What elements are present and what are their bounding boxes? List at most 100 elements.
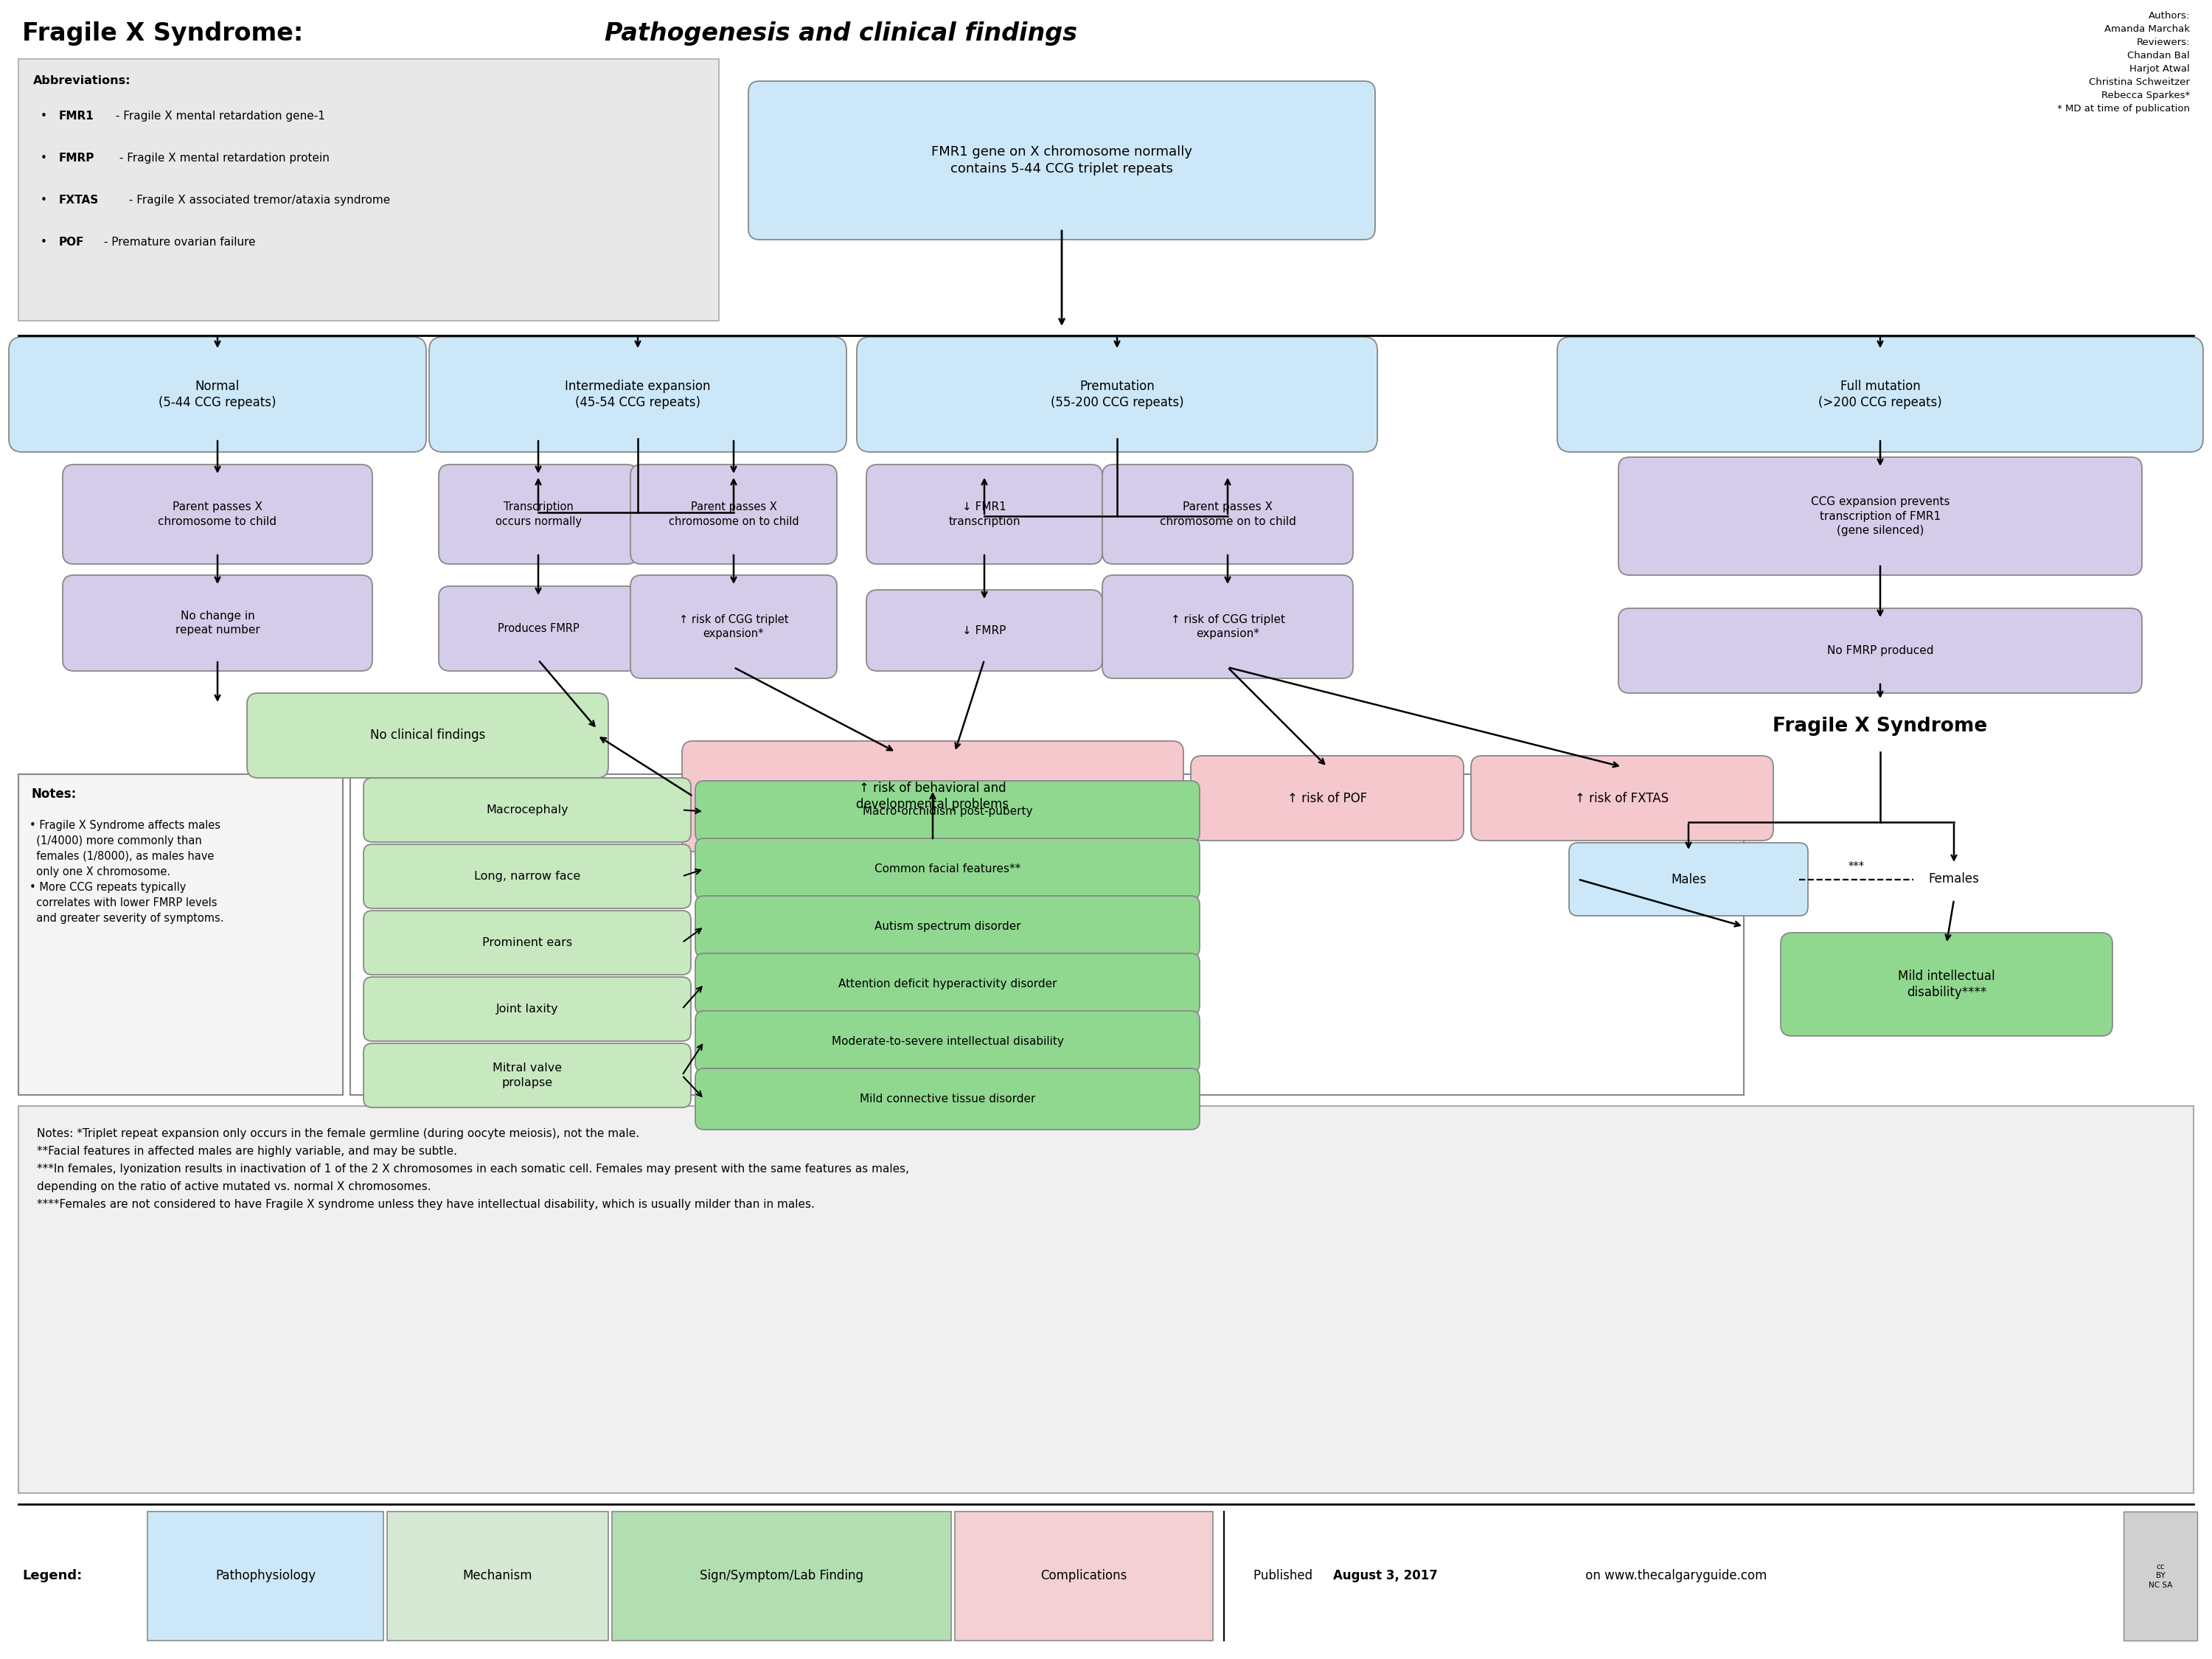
FancyBboxPatch shape [867, 591, 1102, 670]
FancyBboxPatch shape [1471, 757, 1774, 841]
Text: •: • [40, 111, 46, 121]
Text: Mild connective tissue disorder: Mild connective tissue disorder [860, 1093, 1035, 1105]
FancyBboxPatch shape [695, 896, 1199, 957]
FancyBboxPatch shape [1190, 757, 1464, 841]
FancyBboxPatch shape [62, 465, 372, 564]
Text: •: • [40, 194, 46, 206]
FancyBboxPatch shape [363, 977, 690, 1042]
Text: No FMRP produced: No FMRP produced [1827, 645, 1933, 657]
Text: Parent passes X
chromosome on to child: Parent passes X chromosome on to child [668, 501, 799, 528]
Text: Abbreviations:: Abbreviations: [33, 75, 131, 86]
Text: No change in
repeat number: No change in repeat number [175, 611, 259, 635]
FancyBboxPatch shape [1781, 932, 2112, 1035]
Text: POF: POF [60, 237, 84, 247]
Text: Premutation
(55-200 CCG repeats): Premutation (55-200 CCG repeats) [1051, 380, 1183, 410]
Text: FXTAS: FXTAS [60, 194, 100, 206]
Text: Females: Females [1929, 873, 1980, 886]
FancyBboxPatch shape [1102, 576, 1354, 679]
FancyBboxPatch shape [1568, 843, 1807, 916]
Text: Joint laxity: Joint laxity [495, 1004, 557, 1015]
Text: ↑ risk of POF: ↑ risk of POF [1287, 791, 1367, 805]
Text: No clinical findings: No clinical findings [369, 728, 484, 742]
FancyBboxPatch shape [363, 1044, 690, 1108]
FancyBboxPatch shape [630, 465, 836, 564]
FancyBboxPatch shape [1557, 337, 2203, 451]
FancyBboxPatch shape [1619, 458, 2141, 576]
Text: ↑ risk of CGG triplet
expansion*: ↑ risk of CGG triplet expansion* [679, 614, 787, 639]
Text: ↓ FMRP: ↓ FMRP [962, 625, 1006, 635]
FancyBboxPatch shape [363, 844, 690, 909]
Text: Notes:: Notes: [31, 788, 77, 801]
FancyBboxPatch shape [62, 576, 372, 670]
Text: Attention deficit hyperactivity disorder: Attention deficit hyperactivity disorder [838, 979, 1057, 989]
FancyBboxPatch shape [695, 838, 1199, 899]
Text: ↑ risk of CGG triplet
expansion*: ↑ risk of CGG triplet expansion* [1170, 614, 1285, 639]
FancyBboxPatch shape [18, 60, 719, 320]
Text: - Fragile X associated tremor/ataxia syndrome: - Fragile X associated tremor/ataxia syn… [126, 194, 389, 206]
Text: FMR1: FMR1 [60, 111, 95, 121]
FancyBboxPatch shape [695, 1068, 1199, 1130]
Text: Mild intellectual
disability****: Mild intellectual disability**** [1898, 969, 1995, 999]
FancyBboxPatch shape [867, 465, 1102, 564]
Text: ***: *** [1847, 861, 1865, 873]
Text: ↑ risk of FXTAS: ↑ risk of FXTAS [1575, 791, 1670, 805]
FancyBboxPatch shape [956, 1511, 1212, 1641]
Text: Sign/Symptom/Lab Finding: Sign/Symptom/Lab Finding [699, 1569, 863, 1583]
Text: Complications: Complications [1040, 1569, 1128, 1583]
Text: Autism spectrum disorder: Autism spectrum disorder [874, 921, 1020, 932]
FancyBboxPatch shape [18, 775, 343, 1095]
Text: CCG expansion prevents
transcription of FMR1
(gene silenced): CCG expansion prevents transcription of … [1812, 496, 1949, 536]
Text: • Fragile X Syndrome affects males
  (1/4000) more commonly than
  females (1/80: • Fragile X Syndrome affects males (1/40… [29, 820, 223, 924]
Text: Full mutation
(>200 CCG repeats): Full mutation (>200 CCG repeats) [1818, 380, 1942, 410]
Text: Intermediate expansion
(45-54 CCG repeats): Intermediate expansion (45-54 CCG repeat… [564, 380, 710, 410]
FancyBboxPatch shape [18, 1107, 2194, 1493]
Text: Notes: *Triplet repeat expansion only occurs in the female germline (during oocy: Notes: *Triplet repeat expansion only oc… [38, 1128, 909, 1209]
Text: FMR1 gene on X chromosome normally
contains 5-44 CCG triplet repeats: FMR1 gene on X chromosome normally conta… [931, 146, 1192, 176]
FancyBboxPatch shape [695, 1010, 1199, 1072]
FancyBboxPatch shape [349, 775, 1743, 1095]
Text: Long, narrow face: Long, narrow face [473, 871, 580, 883]
Text: cc
BY
NC SA: cc BY NC SA [2148, 1563, 2172, 1589]
FancyBboxPatch shape [2124, 1511, 2197, 1641]
FancyBboxPatch shape [695, 781, 1199, 843]
FancyBboxPatch shape [856, 337, 1378, 451]
FancyBboxPatch shape [748, 81, 1376, 239]
FancyBboxPatch shape [613, 1511, 951, 1641]
Text: Moderate-to-severe intellectual disability: Moderate-to-severe intellectual disabili… [832, 1035, 1064, 1047]
FancyBboxPatch shape [248, 693, 608, 778]
Text: Fragile X Syndrome: Fragile X Syndrome [1772, 717, 1989, 737]
Text: Produces FMRP: Produces FMRP [498, 624, 580, 634]
FancyBboxPatch shape [429, 337, 847, 451]
FancyBboxPatch shape [681, 742, 1183, 851]
FancyBboxPatch shape [438, 586, 637, 670]
Text: Normal
(5-44 CCG repeats): Normal (5-44 CCG repeats) [159, 380, 276, 410]
Text: Pathogenesis and clinical findings: Pathogenesis and clinical findings [604, 22, 1077, 45]
Text: - Premature ovarian failure: - Premature ovarian failure [100, 237, 257, 247]
Text: - Fragile X mental retardation gene-1: - Fragile X mental retardation gene-1 [113, 111, 325, 121]
Text: FMRP: FMRP [60, 153, 95, 164]
Text: ↓ FMR1
transcription: ↓ FMR1 transcription [949, 501, 1020, 528]
FancyBboxPatch shape [695, 954, 1199, 1015]
FancyBboxPatch shape [438, 465, 637, 564]
FancyBboxPatch shape [148, 1511, 383, 1641]
Text: Prominent ears: Prominent ears [482, 937, 573, 949]
FancyBboxPatch shape [363, 911, 690, 975]
FancyBboxPatch shape [363, 778, 690, 843]
Text: Authors:
Amanda Marchak
Reviewers:
Chandan Bal
Harjot Atwal
Christina Schweitzer: Authors: Amanda Marchak Reviewers: Chand… [2057, 12, 2190, 113]
Text: Parent passes X
chromosome to child: Parent passes X chromosome to child [159, 501, 276, 528]
Text: •: • [40, 153, 46, 164]
FancyBboxPatch shape [1619, 609, 2141, 693]
Text: Common facial features**: Common facial features** [874, 863, 1020, 874]
FancyBboxPatch shape [630, 576, 836, 679]
Text: Pathophysiology: Pathophysiology [215, 1569, 316, 1583]
Text: Males: Males [1670, 873, 1705, 886]
Text: Legend:: Legend: [22, 1569, 82, 1583]
Text: Macro-orchidism post-puberty: Macro-orchidism post-puberty [863, 806, 1033, 816]
FancyBboxPatch shape [387, 1511, 608, 1641]
Text: Published: Published [1254, 1569, 1316, 1583]
Text: Macrocephaly: Macrocephaly [487, 805, 568, 816]
Text: ↑ risk of behavioral and
developmental problems: ↑ risk of behavioral and developmental p… [856, 781, 1009, 811]
Text: - Fragile X mental retardation protein: - Fragile X mental retardation protein [115, 153, 330, 164]
FancyBboxPatch shape [1102, 465, 1354, 564]
Text: Fragile X Syndrome:: Fragile X Syndrome: [22, 22, 312, 45]
